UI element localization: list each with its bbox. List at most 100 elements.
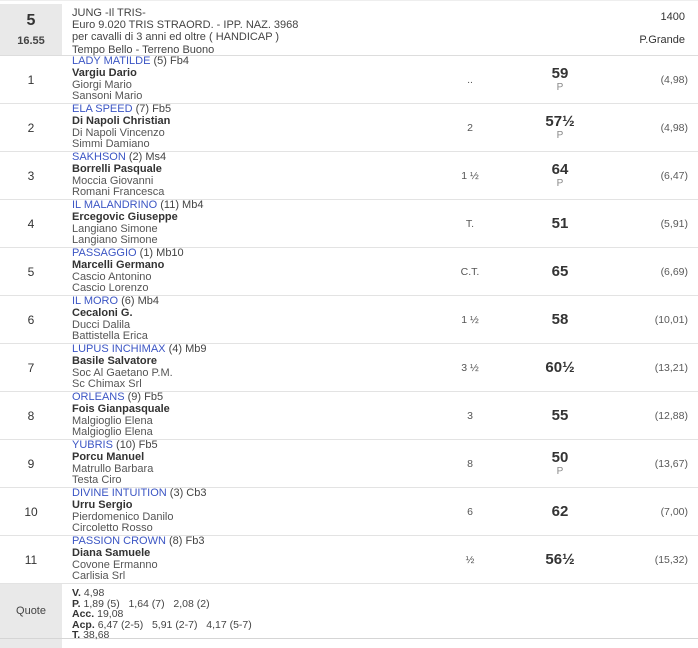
trainer-name: Di Napoli Vincenzo bbox=[72, 126, 165, 139]
weight-cell: 57½ P bbox=[510, 113, 610, 142]
horse-cell: DIVINE INTUITION (3) Cb3 Urru Sergio Pie… bbox=[62, 486, 430, 535]
carried-weight: 57½ bbox=[545, 113, 575, 130]
weight-note: P bbox=[556, 178, 564, 189]
quote-line-piazzati: P. 1,89 (5) 1,64 (7) 2,08 (2) bbox=[72, 597, 210, 610]
horse-line: IL MORO (6) Mb4 bbox=[72, 294, 430, 308]
horse-line: PASSAGGIO (1) Mb10 bbox=[72, 246, 430, 260]
horse-number-breed: (3) Cb3 bbox=[169, 486, 207, 499]
horse-name-link[interactable]: SAKHSON bbox=[72, 150, 126, 163]
trainer-name: Moccia Giovanni bbox=[72, 174, 154, 187]
race-header: 5 16.55 JUNG -Il TRIS- Euro 9.020 TRIS S… bbox=[0, 4, 698, 56]
trainer-name: Malgioglio Elena bbox=[72, 414, 153, 427]
prize-column-label: P.Grande bbox=[639, 34, 685, 46]
jockey-name: Urru Sergio bbox=[72, 498, 133, 511]
race-distance: 1400 bbox=[660, 11, 685, 23]
table-row: 3 SAKHSON (2) Ms4 Borrelli Pasquale Mocc… bbox=[0, 150, 698, 200]
horse-number-breed: (5) Fb4 bbox=[153, 54, 189, 67]
table-row: 11 PASSION CROWN (8) Fb3 Diana Samuele C… bbox=[0, 534, 698, 584]
finish-position: 8 bbox=[27, 408, 35, 423]
carried-weight: 59 bbox=[551, 65, 569, 82]
trainer-name: Giorgi Mario bbox=[72, 78, 132, 91]
race-weather-line: Tempo Bello - Terreno Buono bbox=[72, 43, 215, 56]
horse-line: PASSION CROWN (8) Fb3 bbox=[72, 534, 430, 548]
horse-line: ELA SPEED (7) Fb5 bbox=[72, 102, 430, 116]
horse-name-link[interactable]: ELA SPEED bbox=[72, 102, 133, 115]
horse-name-link[interactable]: LADY MATILDE bbox=[72, 54, 151, 67]
jockey-name: Cecaloni G. bbox=[72, 306, 133, 319]
horse-number-breed: (9) Fb5 bbox=[127, 390, 164, 403]
horse-name-link[interactable]: PASSAGGIO bbox=[72, 246, 137, 259]
horse-number-breed: (8) Fb3 bbox=[168, 534, 205, 547]
quote-section: Quote V. 4,98 P. 1,89 (5) 1,64 (7) 2,08 … bbox=[0, 584, 698, 641]
owner-name: Testa Ciro bbox=[72, 474, 122, 487]
race-info: JUNG -Il TRIS- Euro 9.020 TRIS STRAORD. … bbox=[62, 4, 578, 56]
trainer-name: Pierdomenico Danilo bbox=[72, 510, 174, 523]
odds-value: (5,91) bbox=[660, 217, 688, 230]
carried-weight: 58 bbox=[551, 310, 569, 328]
owner-name: Sansoni Mario bbox=[72, 90, 143, 103]
horse-name-link[interactable]: IL MALANDRINO bbox=[72, 198, 158, 211]
race-number: 5 bbox=[26, 11, 36, 29]
trainer-name: Matrullo Barbara bbox=[72, 462, 154, 475]
horse-cell: ELA SPEED (7) Fb5 Di Napoli Christian Di… bbox=[62, 102, 430, 151]
trainer-name: Covone Ermanno bbox=[72, 558, 158, 571]
jockey-name: Basile Salvatore bbox=[72, 354, 157, 367]
jockey-name: Di Napoli Christian bbox=[72, 114, 171, 127]
horse-line: YUBRIS (10) Fb5 bbox=[72, 438, 430, 452]
odds-value: (4,98) bbox=[660, 73, 688, 86]
weight-note: P bbox=[556, 130, 564, 141]
distance-gap: 3 bbox=[467, 409, 473, 422]
horse-name-link[interactable]: IL MORO bbox=[72, 294, 119, 307]
trainer-name: Cascio Antonino bbox=[72, 270, 152, 283]
horse-name-link[interactable]: YUBRIS bbox=[72, 438, 113, 451]
quote-label: Quote bbox=[0, 584, 62, 638]
carried-weight: 60½ bbox=[545, 358, 575, 376]
horse-line: SAKHSON (2) Ms4 bbox=[72, 150, 430, 164]
horse-cell: YUBRIS (10) Fb5 Porcu Manuel Matrullo Ba… bbox=[62, 438, 430, 487]
quote-line-vincente: V. 4,98 bbox=[72, 587, 105, 599]
horse-line: LUPUS INCHIMAX (4) Mb9 bbox=[72, 342, 430, 356]
horse-name-link[interactable]: LUPUS INCHIMAX bbox=[72, 342, 166, 355]
race-conditions-line: per cavalli di 3 anni ed oltre ( HANDICA… bbox=[72, 31, 280, 44]
carried-weight: 64 bbox=[551, 161, 569, 178]
owner-name: Cascio Lorenzo bbox=[72, 282, 149, 295]
distance-gap: 1 ½ bbox=[461, 313, 479, 326]
next-section-stub bbox=[0, 639, 698, 648]
odds-value: (15,32) bbox=[654, 553, 688, 566]
jockey-name: Fois Gianpasquale bbox=[72, 402, 170, 415]
odds-value: (12,88) bbox=[654, 409, 688, 422]
carried-weight: 62 bbox=[551, 502, 569, 520]
horse-number-breed: (11) Mb4 bbox=[160, 198, 204, 211]
horse-name-link[interactable]: PASSION CROWN bbox=[72, 534, 166, 547]
horse-cell: ORLEANS (9) Fb5 Fois Gianpasquale Malgio… bbox=[62, 390, 430, 439]
table-row: 10 DIVINE INTUITION (3) Cb3 Urru Sergio … bbox=[0, 486, 698, 536]
horse-name-link[interactable]: DIVINE INTUITION bbox=[72, 486, 167, 499]
horse-line: IL MALANDRINO (11) Mb4 bbox=[72, 198, 430, 212]
distance-gap: C.T. bbox=[460, 265, 480, 278]
weight-note: P bbox=[556, 82, 564, 93]
horse-number-breed: (10) Fb5 bbox=[116, 438, 158, 451]
weight-cell: 51 bbox=[510, 215, 610, 232]
owner-name: Langiano Simone bbox=[72, 234, 158, 247]
odds-value: (4,98) bbox=[660, 121, 688, 134]
distance-gap: ½ bbox=[465, 553, 475, 566]
weight-cell: 59 P bbox=[510, 65, 610, 94]
owner-name: Romani Francesca bbox=[72, 186, 165, 199]
carried-weight: 65 bbox=[551, 262, 569, 280]
finish-position: 2 bbox=[27, 120, 35, 135]
jockey-name: Borrelli Pasquale bbox=[72, 162, 162, 175]
finish-position: 5 bbox=[27, 264, 35, 279]
horse-name-link[interactable]: ORLEANS bbox=[72, 390, 125, 403]
horse-number-breed: (4) Mb9 bbox=[168, 342, 207, 355]
table-row: 9 YUBRIS (10) Fb5 Porcu Manuel Matrullo … bbox=[0, 438, 698, 488]
carried-weight: 55 bbox=[551, 406, 569, 424]
horse-number-breed: (1) Mb10 bbox=[139, 246, 184, 259]
jockey-name: Marcelli Germano bbox=[72, 258, 165, 271]
horse-line: ORLEANS (9) Fb5 bbox=[72, 390, 430, 404]
table-row: 7 LUPUS INCHIMAX (4) Mb9 Basile Salvator… bbox=[0, 342, 698, 392]
carried-weight: 56½ bbox=[545, 550, 575, 568]
horse-number-breed: (6) Mb4 bbox=[121, 294, 160, 307]
owner-name: Malgioglio Elena bbox=[72, 426, 153, 439]
odds-value: (6,69) bbox=[660, 265, 688, 278]
weight-cell: 56½ bbox=[510, 550, 610, 568]
